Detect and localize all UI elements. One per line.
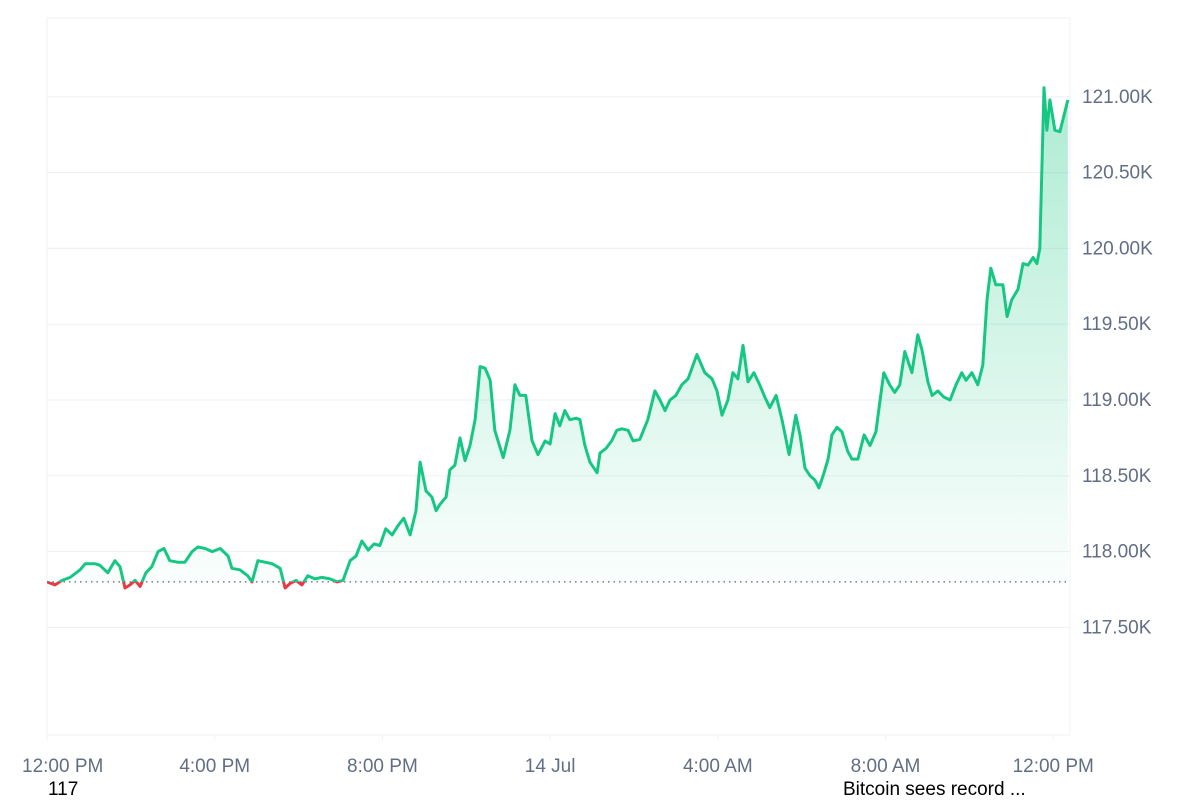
x-tick-label: 14 Jul (525, 756, 576, 777)
x-tick-label: 12:00 PM (22, 756, 103, 777)
x-tick-label: 8:00 AM (851, 756, 921, 777)
x-tick-label: 8:00 PM (347, 756, 418, 777)
y-tick-label: 121.00K (1082, 87, 1153, 108)
x-tick-label: 4:00 PM (179, 756, 250, 777)
price-line-up (47, 86, 1070, 582)
annotation: 117 (48, 779, 78, 800)
y-tick-label: 120.00K (1082, 238, 1153, 259)
y-tick-label: 119.50K (1082, 314, 1152, 335)
y-tick-label: 118.50K (1082, 466, 1152, 487)
area (47, 87, 1068, 582)
y-tick-label: 117.50K (1082, 617, 1152, 638)
y-tick-label: 120.50K (1082, 163, 1153, 184)
y-tick-label: 119.00K (1082, 390, 1152, 411)
annotation: Bitcoin sees record ... (843, 779, 1026, 800)
x-tick-label: 4:00 AM (683, 756, 753, 777)
x-tick-label: 12:00 PM (1013, 756, 1094, 777)
y-tick-label: 118.00K (1082, 542, 1152, 563)
plot-frame (46, 17, 1071, 736)
